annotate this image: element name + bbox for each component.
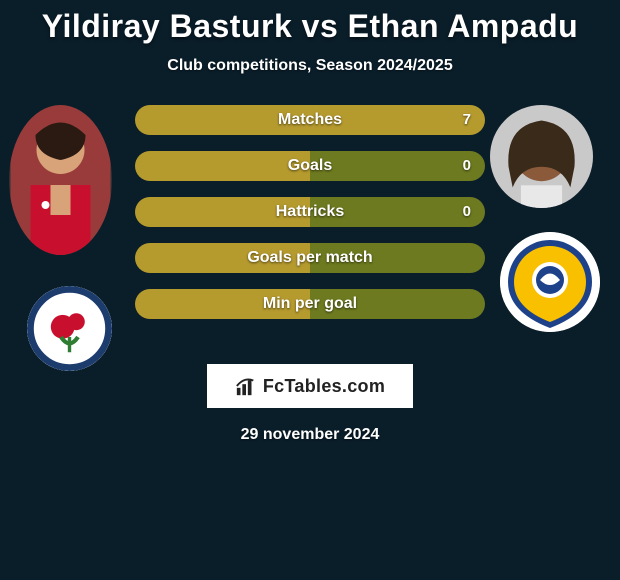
player2-club-badge [500, 232, 600, 332]
player1-avatar [9, 105, 112, 255]
comparison-content: Matches7Goals0Hattricks0Goals per matchM… [0, 105, 620, 444]
stat-label: Hattricks [135, 197, 485, 227]
stat-row: Goals per match [135, 243, 485, 273]
stat-bars: Matches7Goals0Hattricks0Goals per matchM… [135, 105, 485, 319]
stat-row: Goals0 [135, 151, 485, 181]
stat-value-right: 0 [463, 197, 471, 227]
subtitle: Club competitions, Season 2024/2025 [0, 57, 620, 75]
title-player2: Ethan Ampadu [348, 8, 579, 44]
player2-avatar [490, 105, 593, 208]
stat-label: Matches [135, 105, 485, 135]
stat-label: Goals per match [135, 243, 485, 273]
logo-text: FcTables.com [263, 376, 385, 397]
stat-row: Min per goal [135, 289, 485, 319]
person-icon [490, 105, 593, 208]
page-title: Yildiray Basturk vs Ethan Ampadu [0, 0, 620, 45]
stat-value-right: 0 [463, 151, 471, 181]
title-vs: vs [302, 8, 339, 44]
stat-row: Hattricks0 [135, 197, 485, 227]
stat-label: Min per goal [135, 289, 485, 319]
fctables-logo: FcTables.com [207, 364, 413, 408]
person-icon [9, 105, 112, 255]
title-player1: Yildiray Basturk [42, 8, 292, 44]
stat-value-right: 7 [463, 105, 471, 135]
stat-row: Matches7 [135, 105, 485, 135]
club-badge-icon [27, 286, 112, 371]
club-badge-icon [500, 232, 600, 332]
player1-club-badge [27, 286, 112, 371]
comparison-date: 29 november 2024 [0, 426, 620, 444]
stat-label: Goals [135, 151, 485, 181]
fctables-logo-icon [235, 375, 257, 397]
